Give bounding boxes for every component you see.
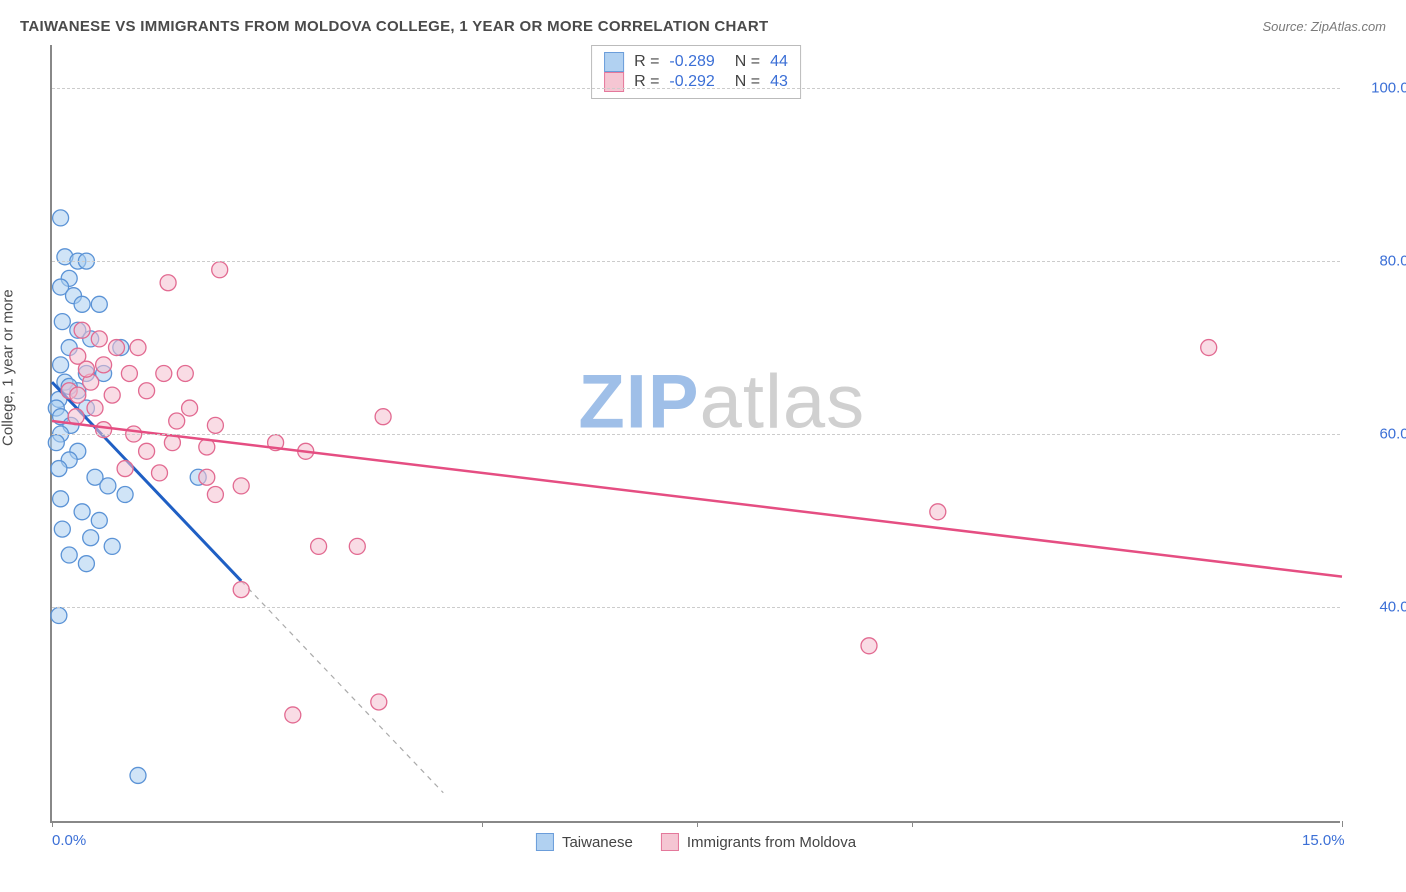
chart-title: TAIWANESE VS IMMIGRANTS FROM MOLDOVA COL… — [20, 18, 768, 35]
data-point-moldova — [233, 478, 249, 494]
data-point-taiwanese — [83, 530, 99, 546]
x-tick — [52, 821, 53, 827]
y-tick-label: 80.0% — [1352, 253, 1406, 270]
legend-label-taiwanese: Taiwanese — [562, 834, 633, 851]
gridline-h — [52, 607, 1340, 608]
data-point-moldova — [349, 538, 365, 554]
r-value-taiwanese: -0.289 — [669, 53, 714, 71]
data-point-moldova — [207, 487, 223, 503]
y-tick-label: 100.0% — [1352, 80, 1406, 97]
data-point-taiwanese — [91, 512, 107, 528]
x-tick — [482, 821, 483, 827]
x-tick — [697, 821, 698, 827]
data-point-taiwanese — [78, 556, 94, 572]
n-value-taiwanese: 44 — [770, 53, 788, 71]
data-point-moldova — [156, 365, 172, 381]
data-point-moldova — [311, 538, 327, 554]
data-point-moldova — [109, 340, 125, 356]
data-point-taiwanese — [74, 504, 90, 520]
data-point-taiwanese — [61, 547, 77, 563]
data-point-moldova — [117, 461, 133, 477]
data-point-taiwanese — [53, 491, 69, 507]
data-point-taiwanese — [48, 435, 64, 451]
data-point-moldova — [1201, 340, 1217, 356]
data-point-moldova — [177, 365, 193, 381]
data-point-moldova — [930, 504, 946, 520]
legend-item-taiwanese: Taiwanese — [536, 833, 633, 851]
x-tick-label: 15.0% — [1302, 832, 1345, 849]
data-point-moldova — [182, 400, 198, 416]
data-point-moldova — [139, 443, 155, 459]
x-tick — [912, 821, 913, 827]
data-point-moldova — [212, 262, 228, 278]
legend-swatch-taiwanese — [604, 52, 624, 72]
data-point-moldova — [207, 417, 223, 433]
data-point-moldova — [96, 357, 112, 373]
data-point-moldova — [169, 413, 185, 429]
data-point-moldova — [130, 340, 146, 356]
data-point-taiwanese — [51, 461, 67, 477]
x-tick — [1342, 821, 1343, 827]
legend-swatch2-taiwanese — [536, 833, 554, 851]
y-tick-label: 60.0% — [1352, 426, 1406, 443]
data-point-taiwanese — [53, 357, 69, 373]
data-point-moldova — [74, 322, 90, 338]
y-tick-label: 40.0% — [1352, 598, 1406, 615]
data-point-taiwanese — [117, 487, 133, 503]
title-bar: TAIWANESE VS IMMIGRANTS FROM MOLDOVA COL… — [20, 18, 1386, 35]
y-axis-label: College, 1 year or more — [0, 289, 17, 446]
chart-svg — [52, 45, 1340, 821]
legend-label-moldova: Immigrants from Moldova — [687, 834, 856, 851]
trendline-moldova — [52, 421, 1342, 577]
gridline-h — [52, 88, 1340, 89]
legend-row-taiwanese: R = -0.289 N = 44 — [604, 52, 788, 72]
data-point-moldova — [78, 361, 94, 377]
data-point-taiwanese — [51, 608, 67, 624]
data-point-moldova — [139, 383, 155, 399]
data-point-moldova — [375, 409, 391, 425]
plot-area: ZIPatlas R = -0.289 N = 44 R = -0.292 N … — [50, 45, 1340, 823]
data-point-moldova — [121, 365, 137, 381]
data-point-taiwanese — [74, 296, 90, 312]
data-point-taiwanese — [104, 538, 120, 554]
data-point-moldova — [199, 469, 215, 485]
data-point-moldova — [371, 694, 387, 710]
data-point-moldova — [160, 275, 176, 291]
legend-correlation: R = -0.289 N = 44 R = -0.292 N = 43 — [591, 45, 801, 99]
x-tick-label: 0.0% — [52, 832, 86, 849]
data-point-moldova — [87, 400, 103, 416]
legend-item-moldova: Immigrants from Moldova — [661, 833, 856, 851]
data-point-moldova — [104, 387, 120, 403]
data-point-taiwanese — [91, 296, 107, 312]
data-point-moldova — [70, 387, 86, 403]
data-point-moldova — [285, 707, 301, 723]
source-attribution: Source: ZipAtlas.com — [1262, 19, 1386, 34]
data-point-moldova — [152, 465, 168, 481]
data-point-moldova — [233, 582, 249, 598]
data-point-moldova — [861, 638, 877, 654]
data-point-moldova — [96, 422, 112, 438]
data-point-taiwanese — [130, 767, 146, 783]
data-point-taiwanese — [54, 521, 70, 537]
legend-swatch2-moldova — [661, 833, 679, 851]
data-point-taiwanese — [54, 314, 70, 330]
gridline-h — [52, 261, 1340, 262]
legend-series: Taiwanese Immigrants from Moldova — [536, 833, 856, 851]
gridline-h — [52, 434, 1340, 435]
data-point-taiwanese — [53, 210, 69, 226]
trendline-ext-taiwanese — [241, 581, 443, 793]
data-point-taiwanese — [100, 478, 116, 494]
data-point-moldova — [91, 331, 107, 347]
